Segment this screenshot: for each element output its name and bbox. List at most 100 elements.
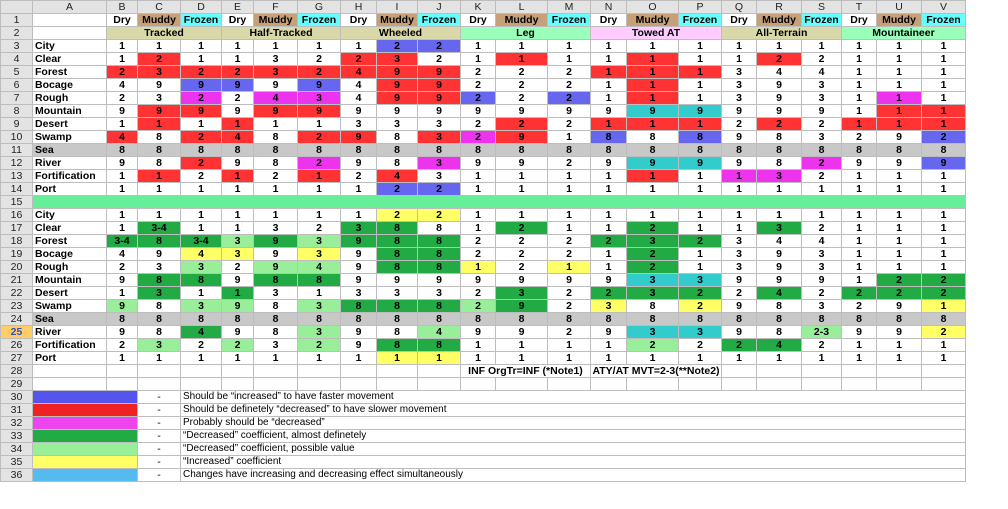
cell[interactable]: 1 (876, 91, 922, 105)
cell[interactable]: Muddy (626, 13, 679, 27)
cell[interactable]: 3 (253, 52, 298, 66)
cell[interactable]: 9 (721, 273, 757, 287)
cell[interactable]: 4 (376, 169, 418, 183)
cell[interactable]: 2 (547, 65, 591, 79)
cell[interactable] (721, 377, 757, 391)
cell[interactable]: 8 (376, 234, 418, 248)
cell[interactable]: 3 (340, 221, 377, 235)
cell[interactable]: 2 (590, 234, 627, 248)
cell[interactable]: 8 (253, 130, 298, 144)
terrain-label[interactable]: Rough (32, 91, 107, 105)
cell[interactable]: 1 (876, 52, 922, 66)
cell[interactable]: 9 (340, 260, 377, 274)
cell[interactable]: 9 (340, 104, 377, 118)
cell[interactable]: 1 (495, 351, 548, 365)
cell[interactable]: 1 (678, 351, 722, 365)
row-header[interactable]: 31 (0, 403, 33, 417)
column-header[interactable]: V (921, 0, 966, 14)
cell[interactable]: 1 (721, 182, 757, 196)
cell[interactable]: 1 (841, 117, 877, 131)
cell[interactable]: 8 (460, 143, 496, 157)
cell[interactable]: 8 (297, 312, 341, 326)
row-header[interactable]: 16 (0, 208, 33, 222)
cell[interactable]: 2 (495, 65, 548, 79)
cell[interactable]: 4 (340, 78, 377, 92)
cell[interactable]: 4 (106, 78, 138, 92)
cell[interactable]: 2 (106, 65, 138, 79)
cell[interactable]: 9 (340, 338, 377, 352)
cell[interactable]: 1 (297, 117, 341, 131)
cell[interactable]: 1 (590, 221, 627, 235)
cell[interactable]: 1 (253, 117, 298, 131)
cell[interactable] (32, 377, 107, 391)
row-header[interactable]: 9 (0, 117, 33, 131)
cell[interactable]: 8 (756, 156, 802, 170)
cell[interactable]: 2 (547, 286, 591, 300)
cell[interactable]: 1 (921, 91, 966, 105)
cell[interactable]: 1 (756, 182, 802, 196)
cell[interactable]: 1 (921, 65, 966, 79)
cell[interactable]: 8 (137, 299, 181, 313)
cell[interactable]: 9 (590, 325, 627, 339)
cell[interactable]: Frozen (180, 13, 222, 27)
cell[interactable]: 2 (547, 247, 591, 261)
cell[interactable]: 1 (801, 351, 842, 365)
cell[interactable]: 2 (297, 221, 341, 235)
row-header[interactable]: 22 (0, 286, 33, 300)
cell[interactable]: 3 (297, 91, 341, 105)
cell[interactable]: 3 (376, 117, 418, 131)
cell[interactable]: 1 (297, 182, 341, 196)
cell[interactable]: 8 (626, 130, 679, 144)
cell[interactable] (137, 364, 181, 378)
cell[interactable]: 2 (678, 338, 722, 352)
cell[interactable]: Dry (340, 13, 377, 27)
cell[interactable]: 2 (460, 234, 496, 248)
cell[interactable]: 9 (626, 156, 679, 170)
cell[interactable]: 8 (756, 130, 802, 144)
cell[interactable]: 9 (876, 156, 922, 170)
cell[interactable]: 1 (221, 39, 254, 53)
cell[interactable]: 1 (921, 104, 966, 118)
cell[interactable]: 1 (221, 351, 254, 365)
cell[interactable] (106, 364, 138, 378)
row-header[interactable]: 7 (0, 91, 33, 105)
cell[interactable]: Frozen (547, 13, 591, 27)
cell[interactable]: 4 (756, 65, 802, 79)
cell[interactable]: 3 (417, 156, 461, 170)
cell[interactable]: 9 (180, 104, 222, 118)
cell[interactable]: 1 (495, 52, 548, 66)
cell[interactable]: 1 (876, 208, 922, 222)
row-header[interactable]: 8 (0, 104, 33, 118)
cell[interactable]: 3 (756, 221, 802, 235)
cell[interactable]: 9 (590, 273, 627, 287)
group-header[interactable]: All-Terrain (721, 26, 842, 40)
cell[interactable]: 2 (921, 286, 966, 300)
cell[interactable]: 3-4 (180, 234, 222, 248)
row-header[interactable]: 14 (0, 182, 33, 196)
row-header[interactable]: 2 (0, 26, 33, 40)
cell[interactable]: 1 (756, 351, 802, 365)
column-header[interactable]: Q (721, 0, 757, 14)
cell[interactable]: 2 (221, 338, 254, 352)
cell[interactable]: 2 (495, 78, 548, 92)
cell[interactable]: 8 (340, 312, 377, 326)
select-all-corner[interactable] (0, 0, 33, 14)
cell[interactable]: 1 (460, 260, 496, 274)
cell[interactable]: 9 (106, 325, 138, 339)
cell[interactable]: 2 (495, 91, 548, 105)
cell[interactable]: 1 (841, 247, 877, 261)
column-header[interactable]: G (297, 0, 341, 14)
cell[interactable]: 1 (221, 169, 254, 183)
row-header[interactable]: 24 (0, 312, 33, 326)
row-header[interactable]: 36 (0, 468, 33, 482)
cell[interactable]: 1 (921, 117, 966, 131)
cell[interactable]: 9 (221, 78, 254, 92)
cell[interactable]: 1 (180, 351, 222, 365)
cell[interactable]: 1 (297, 208, 341, 222)
cell[interactable]: 4 (106, 247, 138, 261)
cell[interactable]: 2 (460, 247, 496, 261)
cell[interactable]: 3 (297, 234, 341, 248)
cell[interactable]: 8 (876, 312, 922, 326)
cell[interactable]: 1 (590, 351, 627, 365)
cell[interactable]: 2 (180, 130, 222, 144)
